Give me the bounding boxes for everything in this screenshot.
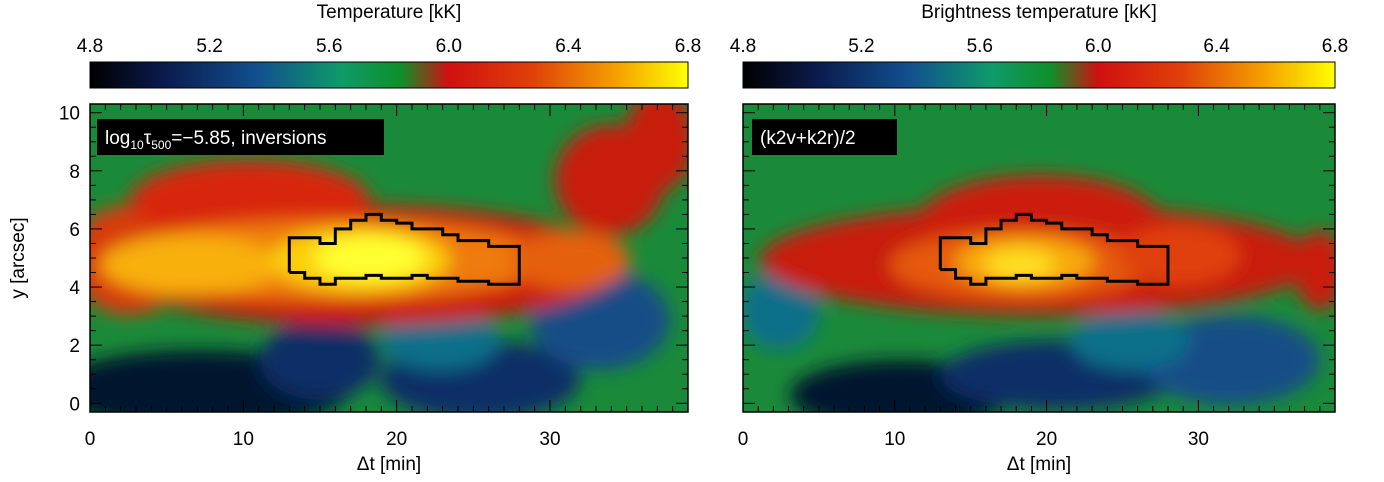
x-tick-label: 10 xyxy=(233,429,254,450)
x-tick-label: 20 xyxy=(1036,429,1057,450)
colorbar-tick-label: 5.6 xyxy=(967,36,993,57)
x-tick-label: 0 xyxy=(738,429,749,450)
left-panel: Temperature [kK] 4.8 5.2 5.6 6.0 6.4 6.8 xyxy=(8,2,701,475)
x-tick-label: 20 xyxy=(386,429,407,450)
colorbar-tick-label: 5.6 xyxy=(316,36,342,57)
x-tick-label: 30 xyxy=(1188,429,1209,450)
colorbar xyxy=(89,61,689,89)
colorbar-tick-label: 6.8 xyxy=(675,36,701,57)
y-tick-label: 4 xyxy=(69,278,80,299)
colorbar-tick-label: 4.8 xyxy=(730,36,756,57)
panel-label-box xyxy=(97,119,384,155)
colorbar xyxy=(742,61,1336,89)
colorbar-title: Brightness temperature [kK] xyxy=(921,2,1157,23)
right-panel: Brightness temperature [kK] 4.8 5.2 5.6 6.0… xyxy=(730,2,1348,475)
colorbar-tick-label: 6.0 xyxy=(436,36,462,57)
panel-label-box xyxy=(752,119,897,155)
contour-line xyxy=(938,212,1170,286)
contour-line xyxy=(287,212,521,286)
x-axis-label: Δt [min] xyxy=(357,454,421,475)
colorbar-tick-label: 6.4 xyxy=(1203,36,1230,57)
x-tick-label: 0 xyxy=(85,429,96,450)
y-tick-label: 10 xyxy=(59,104,80,125)
colorbar-tick-label: 6.4 xyxy=(555,36,582,57)
x-tick-label: 30 xyxy=(539,429,560,450)
colorbar-tick-labels: 4.8 5.2 5.6 6.0 6.4 6.8 xyxy=(730,36,1348,67)
y-tick-label: 6 xyxy=(69,220,80,241)
x-tick-label: 10 xyxy=(884,429,905,450)
heatmap-image xyxy=(743,104,1335,412)
y-tick-label: 2 xyxy=(69,336,80,357)
axes: 0 10 20 30 0 2 4 6 8 10 xyxy=(59,104,689,450)
panel-label: (k2v+k2r)/2 xyxy=(760,128,856,149)
colorbar-tick-label: 6.0 xyxy=(1085,36,1111,57)
panel-label: log10τ500=−5.85, inversions xyxy=(105,128,327,152)
colorbar-tick-label: 6.8 xyxy=(1322,36,1348,57)
heatmap-image xyxy=(90,104,688,412)
axes: 0 10 20 30 xyxy=(738,104,1336,450)
x-axis-label: Δt [min] xyxy=(1007,454,1071,475)
colorbar-tick-label: 4.8 xyxy=(77,36,103,57)
colorbar-tick-label: 5.2 xyxy=(196,36,222,57)
colorbar-title: Temperature [kK] xyxy=(317,2,462,23)
y-tick-label: 0 xyxy=(69,394,80,415)
y-axis-label: y [arcsec] xyxy=(8,217,29,298)
colorbar-tick-label: 5.2 xyxy=(848,36,874,57)
y-tick-label: 8 xyxy=(69,162,80,183)
